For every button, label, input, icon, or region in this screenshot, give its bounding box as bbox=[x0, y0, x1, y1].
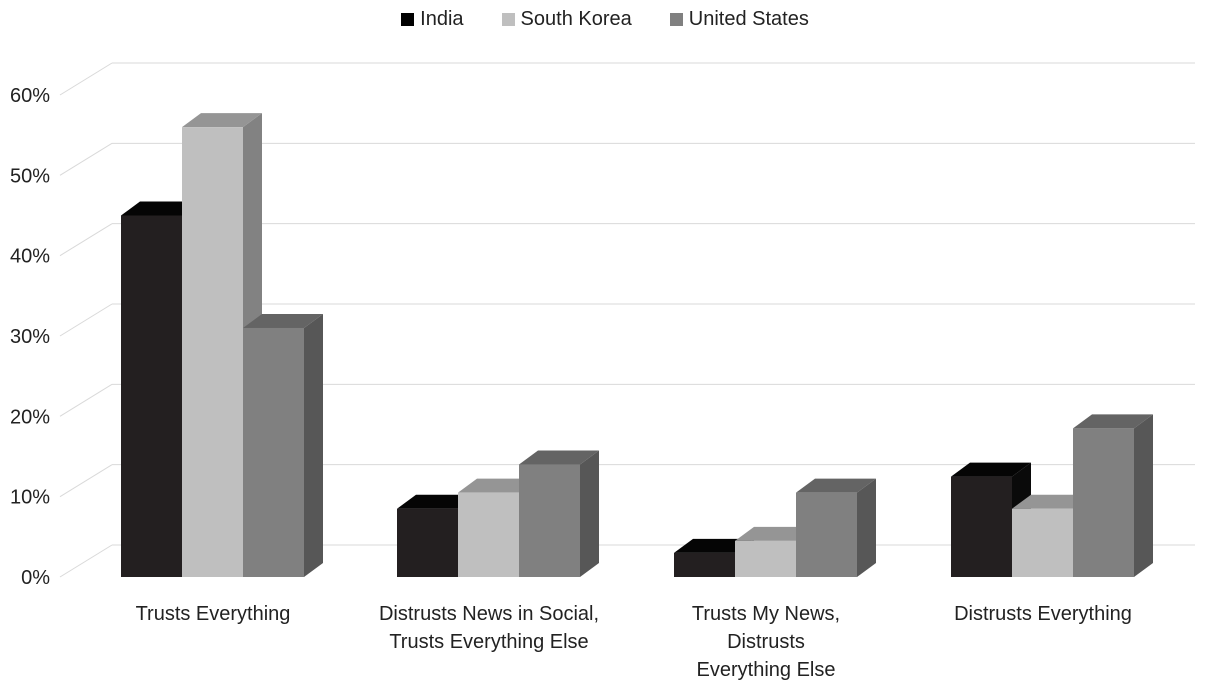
gridline-diagonal bbox=[59, 62, 113, 96]
y-axis-ticks: 0% 10% 20% 30% 40% 50% 60% bbox=[10, 85, 50, 589]
gridline-diagonal bbox=[59, 383, 113, 417]
legend-swatch-south-korea bbox=[501, 13, 515, 26]
y-tick-label: 40% bbox=[10, 246, 50, 268]
y-tick-label: 0% bbox=[21, 567, 50, 589]
legend-swatch-india bbox=[401, 13, 415, 26]
legend-item-india: India bbox=[401, 8, 464, 31]
y-tick-label: 60% bbox=[10, 85, 50, 107]
gridline-diagonal bbox=[59, 142, 113, 176]
y-tick-label: 30% bbox=[10, 326, 50, 348]
bars bbox=[121, 113, 1153, 577]
legend-label-united-states: United States bbox=[688, 8, 809, 30]
x-tick-label: Trusts Everything bbox=[136, 603, 291, 625]
x-axis-labels: Trusts Everything Distrusts News in Socia… bbox=[136, 603, 1132, 681]
bar-united-states bbox=[519, 450, 599, 577]
y-tick-label: 20% bbox=[10, 406, 50, 428]
y-tick-label: 10% bbox=[10, 487, 50, 509]
gridline-diagonal bbox=[59, 223, 113, 257]
legend-label-south-korea: South Korea bbox=[520, 8, 632, 30]
x-tick-label: Distrusts News in Social, Trusts Everythi… bbox=[379, 603, 599, 653]
bar-united-states bbox=[796, 478, 876, 577]
legend-label-india: India bbox=[420, 8, 464, 30]
gridline-diagonal bbox=[59, 303, 113, 337]
gridline-diagonal bbox=[59, 464, 113, 498]
legend-item-south-korea: South Korea bbox=[501, 8, 632, 31]
gridline-diagonal bbox=[59, 544, 113, 578]
legend-swatch-united-states bbox=[669, 13, 683, 26]
x-tick-label: Trusts My News, Distrusts Everything Else bbox=[692, 603, 840, 681]
x-tick-label: Distrusts Everything bbox=[954, 603, 1132, 625]
legend: India South Korea United States bbox=[0, 8, 1210, 31]
y-tick-label: 50% bbox=[10, 165, 50, 187]
bar-united-states bbox=[243, 313, 323, 577]
bar-india bbox=[951, 462, 1031, 577]
bar-united-states bbox=[1073, 414, 1153, 577]
legend-item-united-states: United States bbox=[669, 8, 809, 31]
